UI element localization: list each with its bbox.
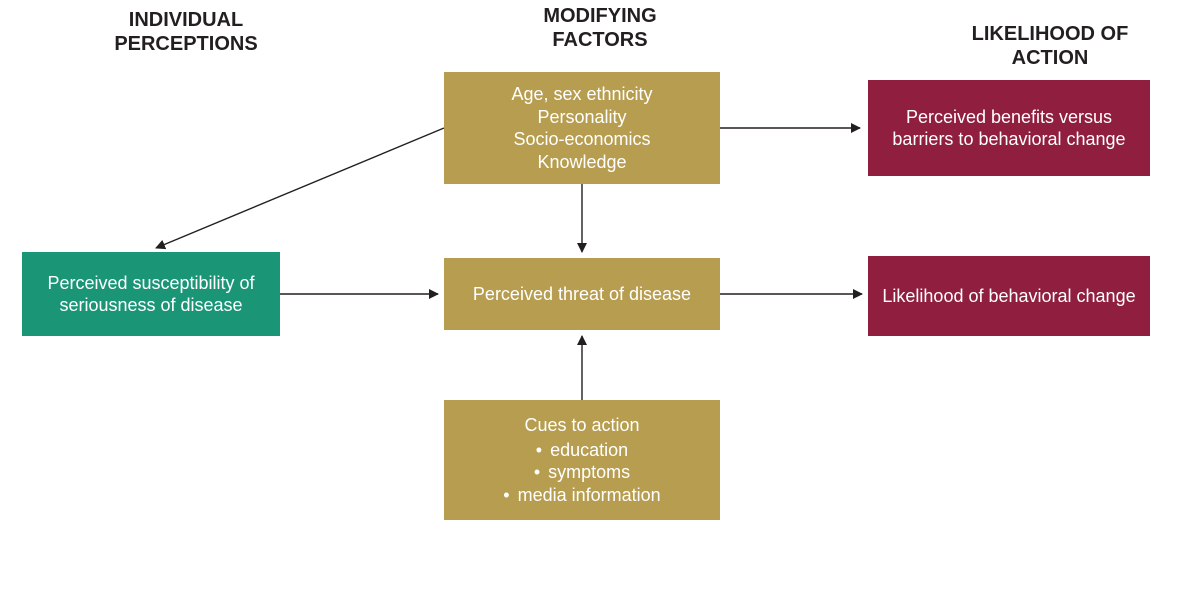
node-text: Perceived threat of disease xyxy=(473,283,691,306)
node-content: Cues to action educationsymptomsmedia in… xyxy=(503,414,660,506)
node-perceived-benefits: Perceived benefits versus barriers to be… xyxy=(868,80,1150,176)
node-text: Perceived susceptibility of seriousness … xyxy=(36,272,266,317)
node-modifying-factors-list: Age, sex ethnicityPersonalitySocio-econo… xyxy=(444,72,720,184)
heading-modifying-factors: MODIFYINGFACTORS xyxy=(490,4,710,52)
node-text: Likelihood of behavioral change xyxy=(882,285,1135,308)
node-perceived-susceptibility: Perceived susceptibility of seriousness … xyxy=(22,252,280,336)
node-perceived-threat: Perceived threat of disease xyxy=(444,258,720,330)
heading-likelihood-of-action: LIKELIHOOD OFACTION xyxy=(930,22,1170,70)
cues-title: Cues to action xyxy=(503,414,660,437)
node-likelihood-of-change: Likelihood of behavioral change xyxy=(868,256,1150,336)
node-text: Perceived benefits versus barriers to be… xyxy=(882,106,1136,151)
cues-list: educationsymptomsmedia information xyxy=(503,439,660,507)
arrow-mod-to-susceptibility xyxy=(156,128,444,248)
diagram-stage: INDIVIDUALPERCEPTIONS MODIFYINGFACTORS L… xyxy=(0,0,1198,606)
node-lines: Age, sex ethnicityPersonalitySocio-econo… xyxy=(511,83,652,173)
heading-individual-perceptions: INDIVIDUALPERCEPTIONS xyxy=(76,8,296,56)
node-cues-to-action: Cues to action educationsymptomsmedia in… xyxy=(444,400,720,520)
